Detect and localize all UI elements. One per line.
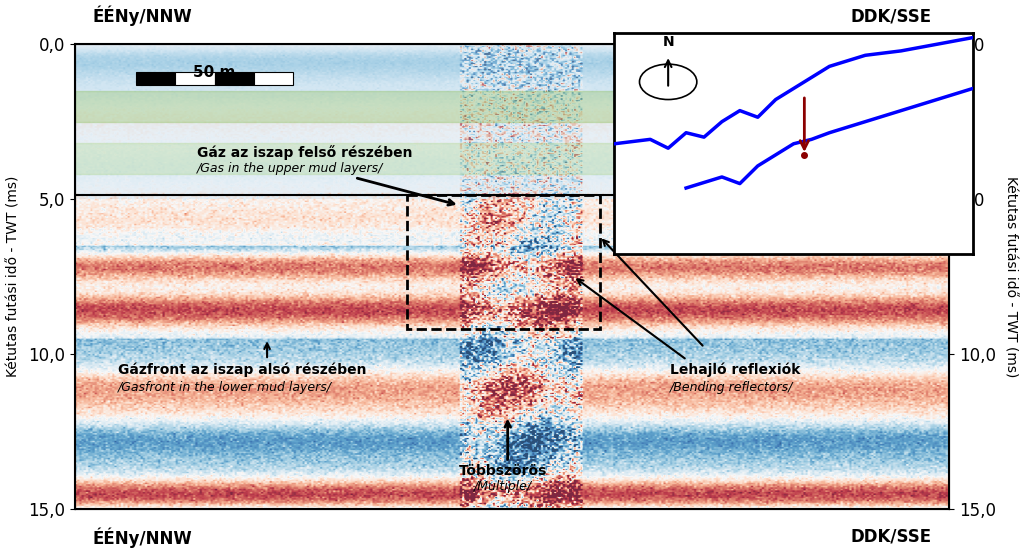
Bar [75,143,949,174]
Bar [254,72,293,85]
Text: Gáz az iszap felső részében: Gáz az iszap felső részében [197,145,413,160]
Text: DDK/SSE: DDK/SSE [851,8,932,26]
Text: DDK/SSE: DDK/SSE [851,527,932,545]
Bar [215,72,254,85]
Text: Lehajló reflexiók: Lehajló reflexiók [670,362,800,377]
Y-axis label: Kétutas futási idő - TWT (ms): Kétutas futási idő - TWT (ms) [7,176,20,377]
Text: /Bending reflectors/: /Bending reflectors/ [670,382,793,394]
Text: Többszörös: Többszörös [459,465,548,478]
Text: /Gas in the upper mud layers/: /Gas in the upper mud layers/ [197,161,383,175]
Text: N: N [663,35,674,49]
Text: ÉÉNy/NNW: ÉÉNy/NNW [92,527,191,547]
Text: /Gasfront in the lower mud layers/: /Gasfront in the lower mud layers/ [119,382,333,394]
Y-axis label: Kétutas futási idő - TWT (ms): Kétutas futási idő - TWT (ms) [1004,176,1017,377]
Bar [175,72,215,85]
Text: Gázfront az iszap alsó részében: Gázfront az iszap alsó részében [119,362,367,377]
Text: 50 m: 50 m [194,65,236,80]
Text: ÉÉNy/NNW: ÉÉNy/NNW [92,6,191,26]
Text: /Multiple/: /Multiple/ [474,481,532,493]
Bar [75,91,949,122]
Bar [408,195,599,329]
Bar [136,72,175,85]
